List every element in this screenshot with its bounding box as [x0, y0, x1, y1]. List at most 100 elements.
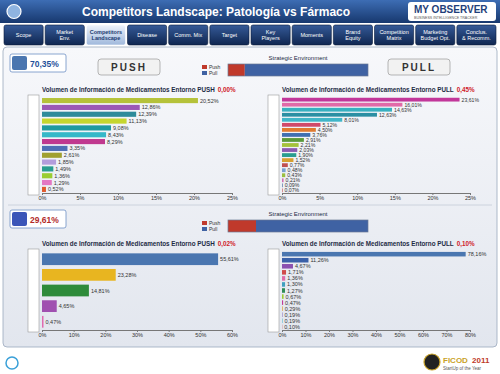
nav-tab-bg[interactable]	[128, 25, 167, 45]
tick: 10%	[300, 330, 311, 338]
environment-label: PULL	[402, 62, 436, 73]
bar	[42, 173, 52, 178]
tick-label: 10%	[69, 332, 80, 338]
nav-label[interactable]: CompetitorsLandscape	[90, 29, 122, 41]
tick-label: 70%	[441, 332, 452, 338]
data-label: 1,49%	[55, 166, 71, 172]
data-label: 23,28%	[118, 272, 137, 278]
data-label: 8,43%	[108, 132, 124, 138]
tick: 40%	[164, 330, 175, 338]
category-label-box	[268, 249, 279, 332]
tick-label: 15%	[151, 195, 162, 201]
bar	[42, 300, 57, 312]
nav-tab[interactable]: MarketEnv.	[45, 25, 84, 45]
tick: 0%	[39, 193, 47, 201]
tick-label: 40%	[164, 332, 175, 338]
data-label: 0,52%	[48, 186, 64, 192]
nav-tab-bg[interactable]	[375, 25, 414, 45]
nav-label[interactable]: Conclus.& Recomm.	[462, 29, 491, 41]
nav-tab[interactable]: BrandEquity	[333, 25, 372, 45]
bar	[282, 312, 283, 317]
axis-line	[283, 194, 471, 196]
data-label: 8,29%	[107, 139, 123, 145]
nav-tab[interactable]: Comm. Mix	[169, 25, 208, 45]
page-title: Competitors Landscape: Patología vs Fárm…	[82, 5, 350, 19]
data-label: 9,08%	[113, 125, 129, 131]
tick: 20%	[324, 330, 335, 338]
nav-tab-bg[interactable]	[292, 25, 331, 45]
bar	[42, 269, 116, 281]
tick: 30%	[347, 330, 358, 338]
tick-label: 5%	[316, 195, 324, 201]
nav-tab[interactable]: Scope	[4, 25, 43, 45]
share-value: 29,61%	[30, 215, 59, 225]
nav-tab-bg[interactable]	[333, 25, 372, 45]
data-label: 1,36%	[54, 173, 70, 179]
plot-marks	[282, 98, 460, 192]
nav-tab-bg[interactable]	[4, 25, 43, 45]
bar	[282, 325, 283, 330]
tick: 15%	[151, 193, 162, 201]
header-bar	[0, 0, 500, 23]
data-label: 4,65%	[59, 303, 75, 309]
tick: 60%	[418, 330, 429, 338]
chart-subtitle: 0,45%	[457, 86, 475, 94]
nav-tab-bg[interactable]	[416, 25, 455, 45]
tick: 60%	[227, 330, 238, 338]
nav-tab-bg[interactable]	[210, 25, 249, 45]
tick: 15%	[390, 193, 401, 201]
nav-label[interactable]: Comm. Mix	[174, 32, 202, 38]
bar	[282, 300, 283, 305]
bar	[282, 178, 284, 182]
data-label: 23,61%	[462, 97, 480, 103]
nav-tab[interactable]: KeyPlayers	[251, 25, 290, 45]
data-label: 78,16%	[468, 251, 487, 257]
tick: 20%	[427, 193, 438, 201]
bar	[282, 252, 466, 257]
bar	[282, 128, 316, 132]
nav-label[interactable]: CompetitionMatrix	[379, 29, 408, 41]
nav-label[interactable]: KeyPlayers	[261, 29, 280, 41]
chart: Volumen de Información de Medicamentos E…	[268, 240, 486, 338]
nav-label[interactable]: Target	[222, 32, 238, 38]
nav-tab[interactable]: CompetitionMatrix	[375, 25, 414, 45]
tick: 25%	[465, 193, 476, 201]
chart-subtitle: 0,02%	[218, 240, 236, 248]
nav-tab-bg[interactable]	[86, 25, 125, 45]
nav-label[interactable]: MarketEnv.	[56, 29, 73, 41]
nav-tab-bg[interactable]	[251, 25, 290, 45]
bar-segment	[228, 220, 256, 232]
bar	[282, 258, 308, 263]
nav-tab[interactable]: MarketingBudget Opt.	[416, 25, 455, 45]
nav-tab[interactable]: Moments	[292, 25, 331, 45]
nav-tab[interactable]: CompetitorsLandscape	[86, 25, 125, 45]
nav-tab-bg[interactable]	[169, 25, 208, 45]
bar	[42, 285, 89, 297]
data-label: 11,26%	[310, 257, 328, 263]
bar	[42, 139, 105, 144]
nav-label[interactable]: Scope	[16, 32, 32, 38]
nav-tab[interactable]: Target	[210, 25, 249, 45]
bar	[282, 143, 299, 147]
chart-title-text: Volumen de Información de Medicamentos E…	[282, 86, 454, 93]
nav-tab-bg[interactable]	[457, 25, 496, 45]
nav-tab[interactable]: Disease	[128, 25, 167, 45]
nav-label[interactable]: BrandEquity	[345, 29, 361, 41]
chart: Strategic EnvironmentPushPull	[202, 55, 368, 76]
nav-label[interactable]: Disease	[137, 32, 157, 38]
chart: Volumen de Información de Medicamentos E…	[28, 240, 239, 338]
bar-segment	[256, 220, 368, 232]
environment-label: PUSH	[111, 62, 147, 73]
nav-tab[interactable]: Conclus.& Recomm.	[457, 25, 496, 45]
data-label: 12,39%	[138, 111, 157, 117]
plot-frame	[228, 64, 368, 76]
data-label: 8,01%	[344, 117, 359, 123]
nav-label[interactable]: MarketingBudget Opt.	[421, 29, 451, 41]
tick-label: 30%	[132, 332, 143, 338]
award-year: 2011	[472, 356, 490, 365]
data-label: 0,47%	[45, 319, 61, 325]
nav-tab-bg[interactable]	[45, 25, 84, 45]
data-label: 3,35%	[69, 145, 85, 151]
nav-label[interactable]: Moments	[300, 32, 323, 38]
bar	[42, 98, 198, 103]
